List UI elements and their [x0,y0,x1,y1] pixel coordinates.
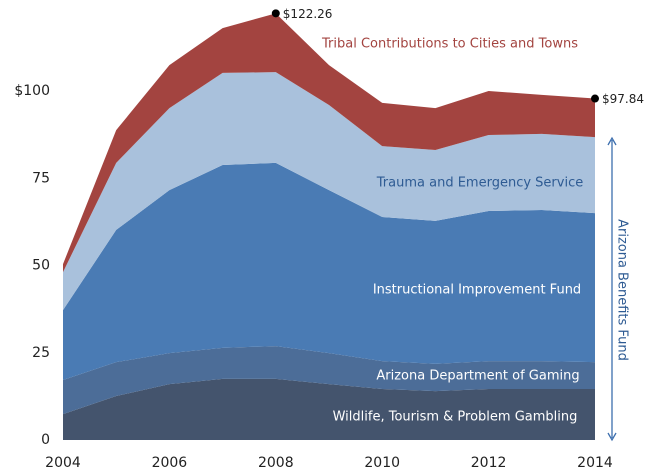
series-label: Arizona Department of Gaming [376,369,579,384]
bracket-arrow [607,432,617,442]
area [63,346,595,415]
area [63,162,595,380]
series-label: Wildlife, Tourism & Problem Gambling [333,410,578,425]
y-tick-label: 0 [41,432,50,448]
series-label: Tribal Contributions to Cities and Towns [321,37,578,52]
total-marker [271,9,280,18]
x-tick-label: 2014 [577,455,613,471]
series-label: Instructional Improvement Fund [373,283,581,298]
y-tick-label: $100 [14,83,50,99]
total-label: $122.26 [283,7,333,21]
x-tick-label: 2012 [471,455,507,471]
total-marker [591,94,599,103]
series-label: Trauma and Emergency Service [376,176,583,191]
y-tick-label: 50 [32,258,50,274]
total-label: $97.84 [602,92,644,106]
area [63,378,595,440]
bracket-arrow [607,136,617,146]
x-tick-label: 2010 [364,455,400,471]
x-tick-label: 2004 [45,455,81,471]
y-tick-label: 75 [32,170,50,186]
bracket-label: Arizona Benefits Fund [615,219,630,361]
y-tick-label: 25 [32,345,50,361]
area [63,72,595,311]
x-tick-label: 2008 [258,455,294,471]
x-tick-label: 2006 [152,455,188,471]
area [63,13,595,273]
